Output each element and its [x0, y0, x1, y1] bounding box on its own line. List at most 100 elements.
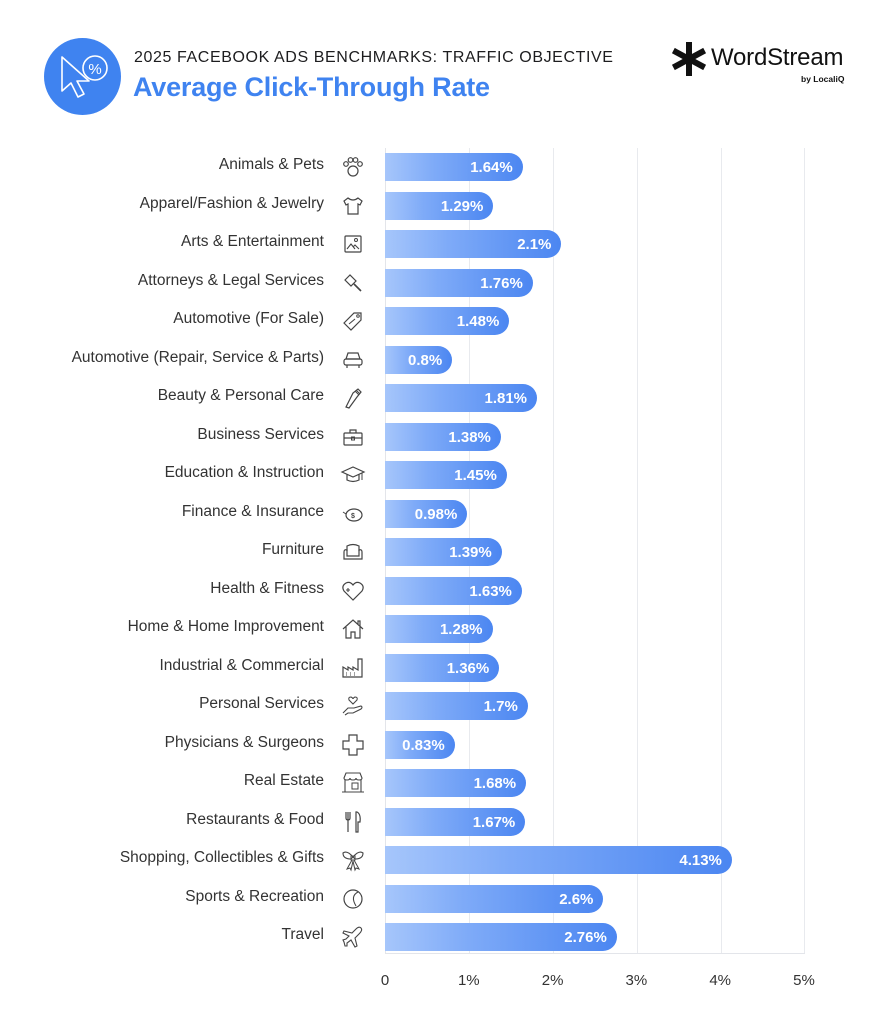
- category-label: Personal Services: [199, 695, 324, 712]
- comb-icon: [340, 385, 366, 411]
- bar: 1.29%: [385, 191, 494, 220]
- gridline-4: [721, 148, 722, 954]
- category-label: Physicians & Surgeons: [164, 733, 324, 751]
- bar-value-label: 1.38%: [448, 428, 491, 446]
- category-label: Attorneys & Legal Services: [137, 271, 324, 289]
- airplane-icon: [340, 924, 366, 950]
- bar: 1.36%: [385, 653, 500, 682]
- bar-row: Personal Services 1.7%: [0, 687, 877, 726]
- gridline-2: [553, 148, 554, 954]
- category-label: Travel: [281, 926, 325, 943]
- x-tick-label: 3%: [625, 972, 648, 989]
- chart-supertitle: 2025 FACEBOOK ADS BENCHMARKS: TRAFFIC OB…: [134, 49, 614, 66]
- bar-row: Shopping, Collectibles & Gifts 4.13%: [0, 841, 877, 880]
- bar-value-label: 1.36%: [446, 659, 490, 677]
- bar-value-label: 1.81%: [484, 390, 528, 407]
- bar: 4.13%: [385, 846, 732, 874]
- bar-value-label: 0.98%: [414, 505, 458, 523]
- bar-row: Furniture 1.39%: [0, 533, 877, 572]
- category-label: Arts & Entertainment: [180, 233, 324, 250]
- bar-value-label: 1.28%: [439, 621, 483, 638]
- bar-row: Automotive (Repair, Service & Parts) 0.8%: [0, 341, 877, 380]
- category-label: Real Estate: [243, 772, 324, 789]
- briefcase-icon: [340, 424, 366, 450]
- x-tick-label: 5%: [793, 972, 815, 989]
- bar-value-label: 1.68%: [473, 775, 517, 792]
- bar-value-label: 1.7%: [483, 698, 518, 715]
- category-label: Apparel/Fashion & Jewelry: [139, 194, 324, 212]
- bar-value-label: 1.63%: [469, 582, 512, 600]
- bar: 1.48%: [385, 307, 510, 335]
- bar-row: Restaurants & Food 1.67%: [0, 803, 877, 842]
- bar: 1.67%: [385, 807, 526, 836]
- brand-name: WordStream: [711, 44, 844, 71]
- piggy-bank-icon: $: [340, 501, 366, 527]
- house-icon: [340, 616, 366, 642]
- category-label: Restaurants & Food: [186, 810, 324, 828]
- axis-bottom-line: [385, 953, 805, 954]
- category-label: Beauty & Personal Care: [157, 387, 324, 404]
- tshirt-icon: [340, 193, 366, 219]
- paw-icon: [340, 154, 366, 180]
- factory-icon: [340, 655, 366, 681]
- bar: 1.81%: [385, 384, 538, 412]
- bar: 0.98%: [385, 499, 468, 528]
- bar-value-label: 1.39%: [449, 544, 492, 561]
- category-label: Automotive (For Sale): [173, 310, 324, 327]
- bar-value-label: 1.48%: [456, 313, 500, 330]
- heart-plus-icon: [340, 578, 366, 604]
- brand-sub: by LocaliQ: [801, 74, 845, 84]
- bar: 0.83%: [385, 730, 455, 759]
- hand-heart-icon: [340, 693, 366, 719]
- bar-row: Physicians & Surgeons 0.83%: [0, 726, 877, 765]
- gridline-5: [804, 148, 805, 954]
- bar: 1.76%: [385, 268, 533, 297]
- ball-icon: [340, 886, 366, 912]
- bar-value-label: 1.64%: [470, 159, 513, 176]
- bar-row: Apparel/Fashion & Jewelry 1.29%: [0, 187, 877, 226]
- bar-row: Travel 2.76%: [0, 918, 877, 957]
- category-label: Animals & Pets: [218, 156, 324, 173]
- x-tick-label: 2%: [541, 972, 564, 989]
- bar: 1.28%: [385, 615, 493, 643]
- bar: 1.63%: [385, 576, 522, 605]
- bar: 2.76%: [385, 923, 617, 951]
- category-label: Sports & Recreation: [185, 887, 324, 905]
- bar-value-label: 1.76%: [480, 274, 523, 292]
- bar-value-label: 1.29%: [440, 197, 484, 215]
- category-label: Furniture: [261, 541, 324, 558]
- bar-row: Animals & Pets 1.64%: [0, 148, 877, 187]
- bar-value-label: 1.45%: [454, 467, 497, 484]
- bow-icon: [340, 847, 366, 873]
- bar-row: Attorneys & Legal Services 1.76%: [0, 264, 877, 303]
- bar-value-label: 2.1%: [517, 236, 552, 253]
- armchair-icon: [340, 539, 366, 565]
- bar: 1.64%: [385, 153, 523, 181]
- cursor-percent-icon: %: [44, 38, 121, 115]
- bar: 1.68%: [385, 769, 527, 797]
- category-label: Automotive (Repair, Service & Parts): [71, 348, 324, 366]
- bar: 2.6%: [385, 884, 604, 913]
- x-tick-label: 4%: [709, 972, 732, 989]
- bar-row: Automotive (For Sale) 1.48%: [0, 302, 877, 341]
- bar-value-label: 0.8%: [407, 351, 443, 369]
- bar-row: Beauty & Personal Care 1.81%: [0, 379, 877, 418]
- bar-row: Finance & Insurance $0.98%: [0, 495, 877, 534]
- bar-value-label: 2.76%: [564, 929, 607, 946]
- car-icon: [340, 347, 366, 373]
- category-label: Health & Fitness: [210, 579, 324, 597]
- price-tag-icon: [340, 308, 366, 334]
- storefront-icon: [340, 770, 366, 796]
- svg-text:$: $: [351, 513, 355, 520]
- gavel-icon: [340, 270, 366, 296]
- bar-value-label: 1.67%: [472, 813, 516, 831]
- bar-row: Real Estate 1.68%: [0, 764, 877, 803]
- bar: 1.7%: [385, 692, 528, 720]
- medical-cross-icon: [340, 732, 366, 758]
- bar-row: Industrial & Commercial 1.36%: [0, 649, 877, 688]
- gridline-3: [637, 148, 638, 954]
- brand-logo: WordStream by LocaliQ: [672, 42, 852, 84]
- bar: 0.8%: [385, 345, 453, 374]
- category-label: Home & Home Improvement: [127, 618, 324, 635]
- bar-value-label: 2.6%: [559, 890, 594, 908]
